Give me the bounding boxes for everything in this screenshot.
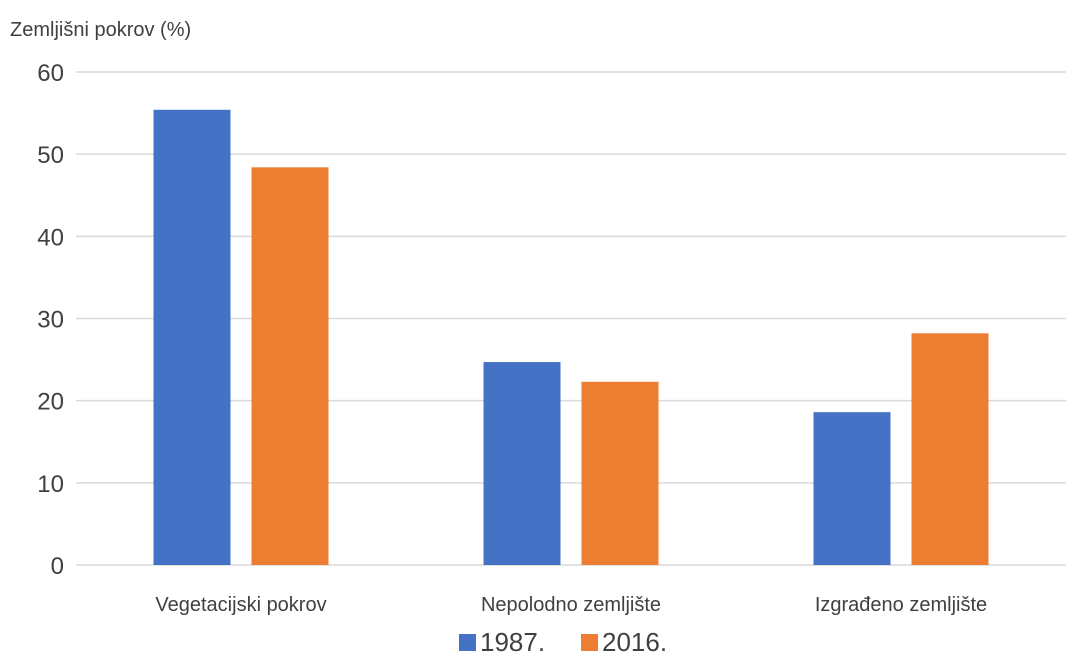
bar-series2-1	[581, 381, 659, 565]
y-tick-label: 0	[51, 553, 64, 580]
bar-series1-1	[483, 362, 561, 565]
y-tick-labels: 0 10 20 30 40 50 60	[37, 60, 64, 580]
bar-series1-0	[153, 109, 231, 566]
y-tick-label: 20	[37, 389, 64, 416]
bar-series1-2	[813, 412, 891, 565]
legend-label: 1987.	[480, 627, 545, 657]
legend-label: 2016.	[602, 627, 667, 657]
y-tick-label: 50	[37, 142, 64, 169]
bar-series2-2	[911, 333, 989, 565]
legend-swatch	[459, 634, 476, 651]
bar-series2-0	[251, 167, 329, 565]
y-tick-label: 40	[37, 224, 64, 251]
bars	[153, 109, 989, 566]
x-tick-label: Vegetacijski pokrov	[155, 594, 326, 616]
x-tick-label: Izgrađeno zemljište	[815, 594, 987, 616]
y-tick-label: 60	[37, 60, 64, 87]
gridlines	[76, 71, 1066, 566]
y-tick-label: 10	[37, 471, 64, 498]
y-axis-label: Zemljišni pokrov (%)	[10, 19, 191, 41]
x-tick-label: Nepolodno zemljište	[481, 594, 661, 616]
x-tick-labels: Vegetacijski pokrov Nepolodno zemljište Iz…	[155, 594, 987, 616]
y-tick-label: 30	[37, 307, 64, 334]
legend-swatch	[581, 634, 598, 651]
legend: 1987. 2016.	[459, 627, 667, 657]
